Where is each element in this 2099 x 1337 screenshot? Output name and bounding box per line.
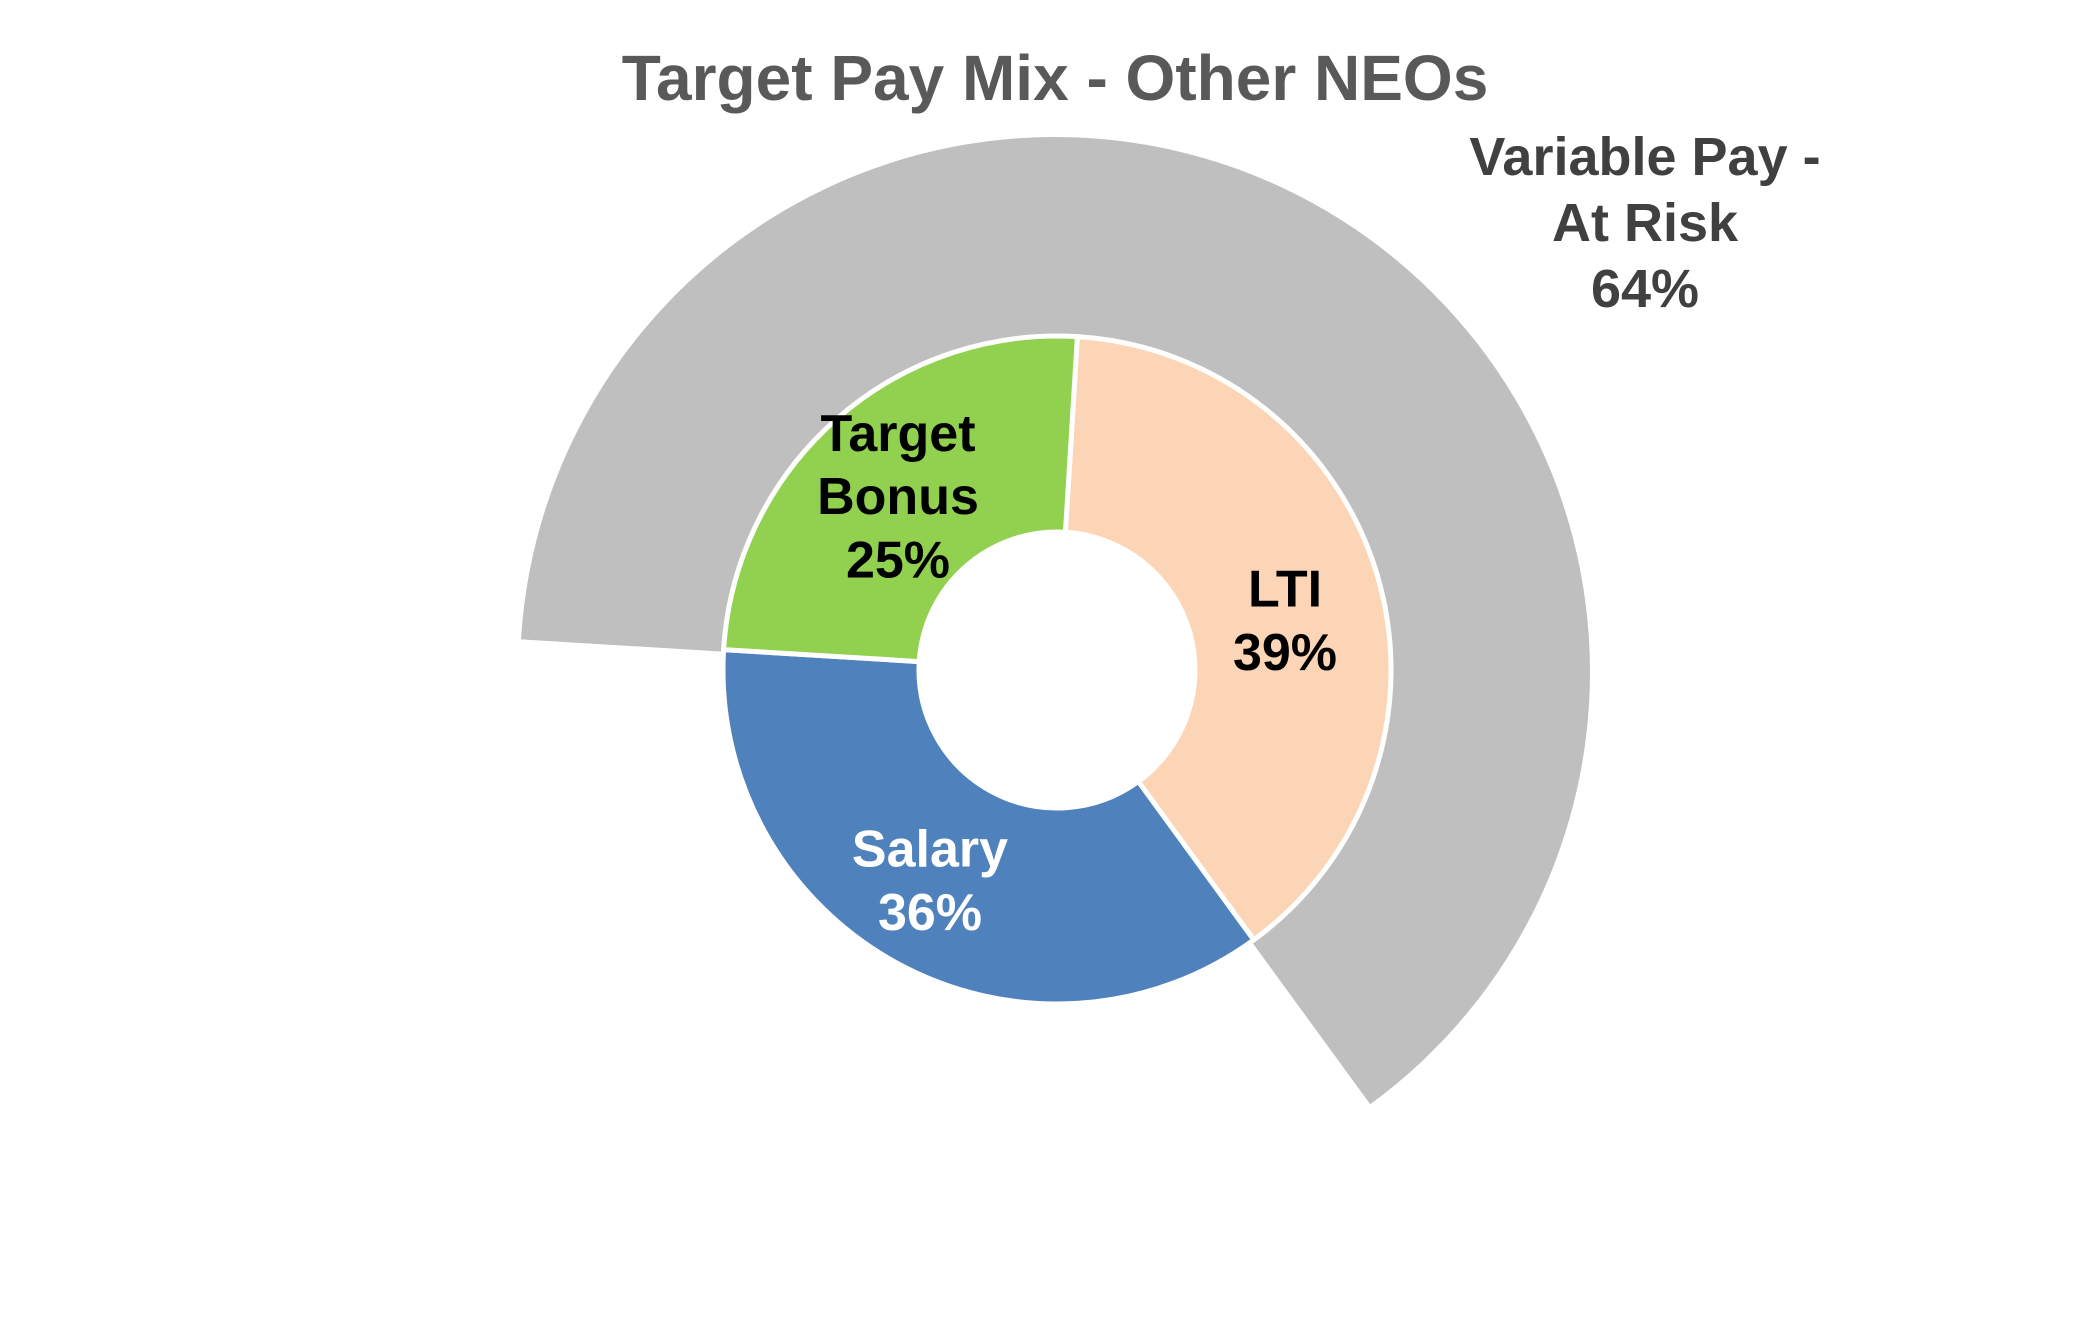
- label-lti: LTI 39%: [1233, 560, 1337, 681]
- label-target-bonus: Target Bonus 25%: [817, 405, 979, 590]
- slice-target-bonus: [721, 333, 1080, 665]
- chart-rings: [520, 136, 1591, 1105]
- chart-title: Target Pay Mix - Other NEOs: [622, 42, 1489, 114]
- donut-hole: [921, 534, 1193, 806]
- chart-labels: LTI 39% Salary 36% Target Bonus 25% Variable Pa…: [817, 127, 1820, 942]
- slice-salary: [720, 647, 1257, 1007]
- label-variable-pay-at-risk: Variable Pay -At Risk 64%: [1469, 127, 1820, 319]
- label-salary: Salary 36%: [852, 820, 1008, 941]
